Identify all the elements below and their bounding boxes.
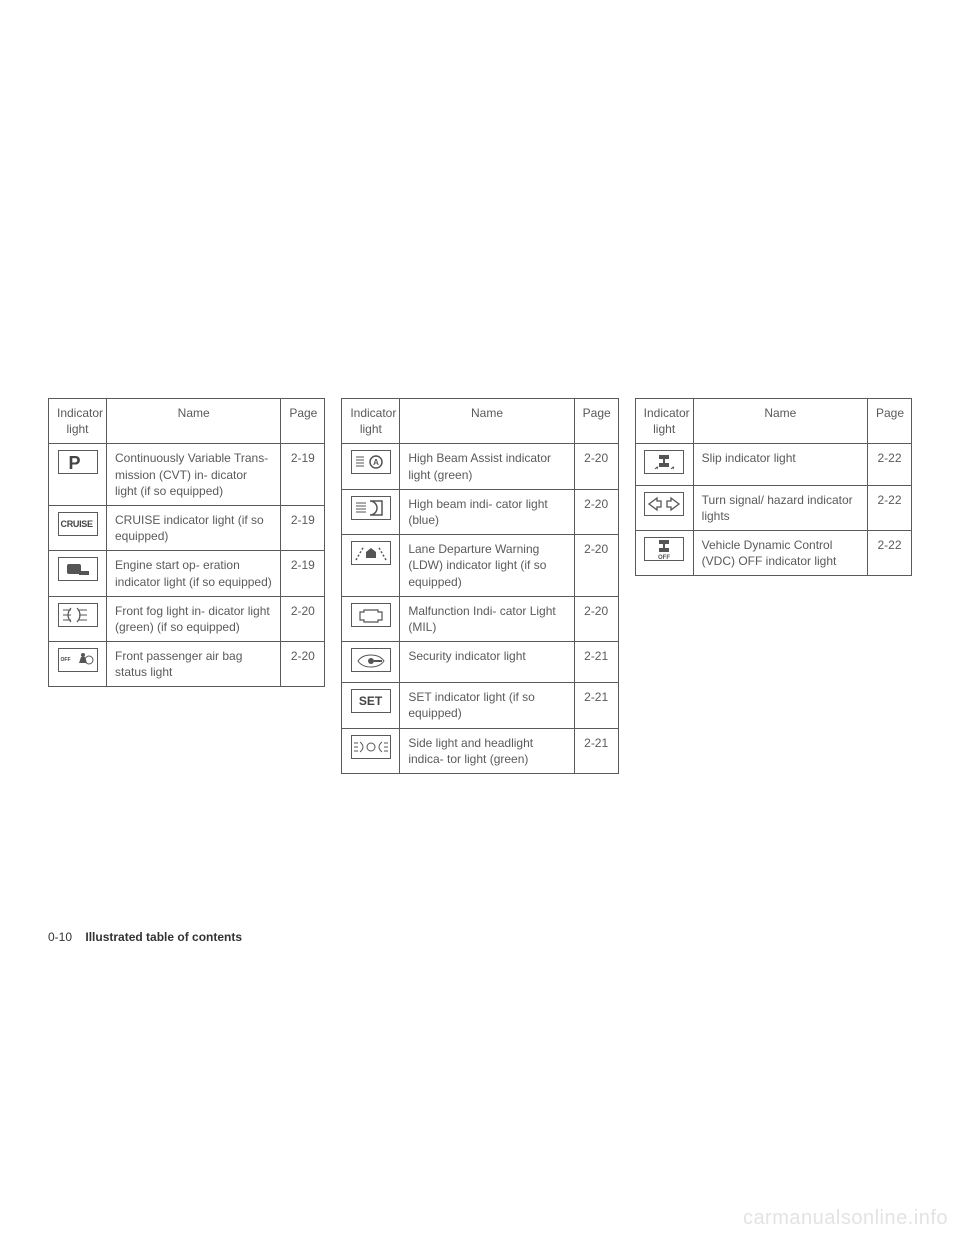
indicator-name: Turn signal/ hazard indicator lights (693, 485, 867, 530)
vdc-off-icon: OFF (644, 537, 684, 561)
column-header: Page (281, 399, 325, 444)
page-ref: 2-20 (574, 596, 618, 641)
column-header: Name (400, 399, 574, 444)
indicator-icon-cell (342, 642, 400, 683)
indicator-table: Indicator lightNamePage A High Beam Assist… (341, 398, 618, 774)
page-ref: 2-19 (281, 444, 325, 506)
indicator-table: Indicator lightNamePage P Continuously Var… (48, 398, 325, 687)
page-ref: 2-22 (867, 530, 911, 575)
indicator-icon-cell (49, 596, 107, 641)
indicator-name: Continuously Variable Trans- mission (CV… (107, 444, 281, 506)
table-column: Indicator lightNamePage A High Beam Assist… (341, 398, 618, 774)
table-row: Slip indicator light2-22 (635, 444, 911, 485)
table-row: SET SET indicator light (if so equipped)2… (342, 683, 618, 728)
table-row: Security indicator light2-21 (342, 642, 618, 683)
page-number: 0-10 (48, 930, 72, 944)
table-row: Side light and headlight indica- tor lig… (342, 728, 618, 773)
indicator-icon-cell (635, 485, 693, 530)
indicator-icon-cell (342, 489, 400, 534)
indicator-name: Malfunction Indi- cator Light (MIL) (400, 596, 574, 641)
set-icon: SET (351, 689, 391, 713)
high-beam-assist-icon: A (351, 450, 391, 474)
table-column: Indicator lightNamePageSlip indicator li… (635, 398, 912, 774)
slip-icon (644, 450, 684, 474)
indicator-name: SET indicator light (if so equipped) (400, 683, 574, 728)
page-ref: 2-20 (281, 596, 325, 641)
indicator-name: High Beam Assist indicator light (green) (400, 444, 574, 489)
table-row: Engine start op- eration indicator light… (49, 551, 325, 596)
indicator-icon-cell (342, 728, 400, 773)
svg-text:A: A (373, 458, 379, 467)
column-header: Name (107, 399, 281, 444)
p-letter-icon: P (58, 450, 98, 474)
airbag-off-icon: OFF (58, 648, 98, 672)
indicator-name: Slip indicator light (693, 444, 867, 485)
section-title: Illustrated table of contents (85, 930, 242, 944)
indicator-icon-cell (342, 596, 400, 641)
indicator-name: Side light and headlight indica- tor lig… (400, 728, 574, 773)
cruise-icon: CRUISE (58, 512, 98, 536)
indicator-name: CRUISE indicator light (if so equipped) (107, 505, 281, 550)
svg-text:OFF: OFF (658, 555, 670, 560)
table-row: High beam indi- cator light (blue)2-20 (342, 489, 618, 534)
table-row: CRUISE CRUISE indicator light (if so equi… (49, 505, 325, 550)
high-beam-icon (351, 496, 391, 520)
indicator-icon-cell: P (49, 444, 107, 506)
page-ref: 2-22 (867, 485, 911, 530)
page-ref: 2-20 (574, 535, 618, 597)
column-header: Indicator light (342, 399, 400, 444)
page-ref: 2-21 (574, 642, 618, 683)
indicator-icon-cell: CRUISE (49, 505, 107, 550)
turn-signal-icon (644, 492, 684, 516)
watermark: carmanualsonline.info (743, 1207, 948, 1230)
indicator-icon-cell: OFF (635, 530, 693, 575)
table-row: Malfunction Indi- cator Light (MIL)2-20 (342, 596, 618, 641)
page-ref: 2-19 (281, 551, 325, 596)
page-ref: 2-21 (574, 683, 618, 728)
table-row: A High Beam Assist indicator light (green… (342, 444, 618, 489)
page-ref: 2-19 (281, 505, 325, 550)
column-header: Page (574, 399, 618, 444)
table-row: Lane Departure Warning (LDW) indicator l… (342, 535, 618, 597)
indicator-icon-cell: SET (342, 683, 400, 728)
table-row: OFF Front passenger air bag status light2… (49, 642, 325, 687)
indicator-name: Front fog light in- dicator light (green… (107, 596, 281, 641)
indicator-table: Indicator lightNamePageSlip indicator li… (635, 398, 912, 576)
column-header: Page (867, 399, 911, 444)
indicator-icon-cell (49, 551, 107, 596)
page-ref: 2-20 (574, 444, 618, 489)
page-ref: 2-21 (574, 728, 618, 773)
column-header: Indicator light (49, 399, 107, 444)
table-row: P Continuously Variable Trans- mission (C… (49, 444, 325, 506)
table-row: Front fog light in- dicator light (green… (49, 596, 325, 641)
key-fob-icon (58, 557, 98, 581)
ldw-icon (351, 541, 391, 565)
table-row: Turn signal/ hazard indicator lights2-22 (635, 485, 911, 530)
indicator-name: Vehicle Dynamic Control (VDC) OFF indica… (693, 530, 867, 575)
fog-light-icon (58, 603, 98, 627)
page-ref: 2-20 (574, 489, 618, 534)
tables-container: Indicator lightNamePagePContinuously Var… (48, 398, 912, 774)
indicator-name: Lane Departure Warning (LDW) indicator l… (400, 535, 574, 597)
page-ref: 2-20 (281, 642, 325, 687)
table-column: Indicator lightNamePage P Continuously Var… (48, 398, 325, 774)
indicator-name: High beam indi- cator light (blue) (400, 489, 574, 534)
page-footer: 0-10 Illustrated table of contents (48, 930, 242, 944)
page-ref: 2-22 (867, 444, 911, 485)
indicator-icon-cell: OFF (49, 642, 107, 687)
indicator-icon-cell (342, 535, 400, 597)
indicator-name: Security indicator light (400, 642, 574, 683)
indicator-name: Engine start op- eration indicator light… (107, 551, 281, 596)
security-icon (351, 648, 391, 672)
indicator-icon-cell (635, 444, 693, 485)
mil-icon (351, 603, 391, 627)
table-row: OFF Vehicle Dynamic Control (VDC) OFF ind… (635, 530, 911, 575)
indicator-icon-cell: A (342, 444, 400, 489)
column-header: Indicator light (635, 399, 693, 444)
column-header: Name (693, 399, 867, 444)
side-light-icon (351, 735, 391, 759)
indicator-name: Front passenger air bag status light (107, 642, 281, 687)
